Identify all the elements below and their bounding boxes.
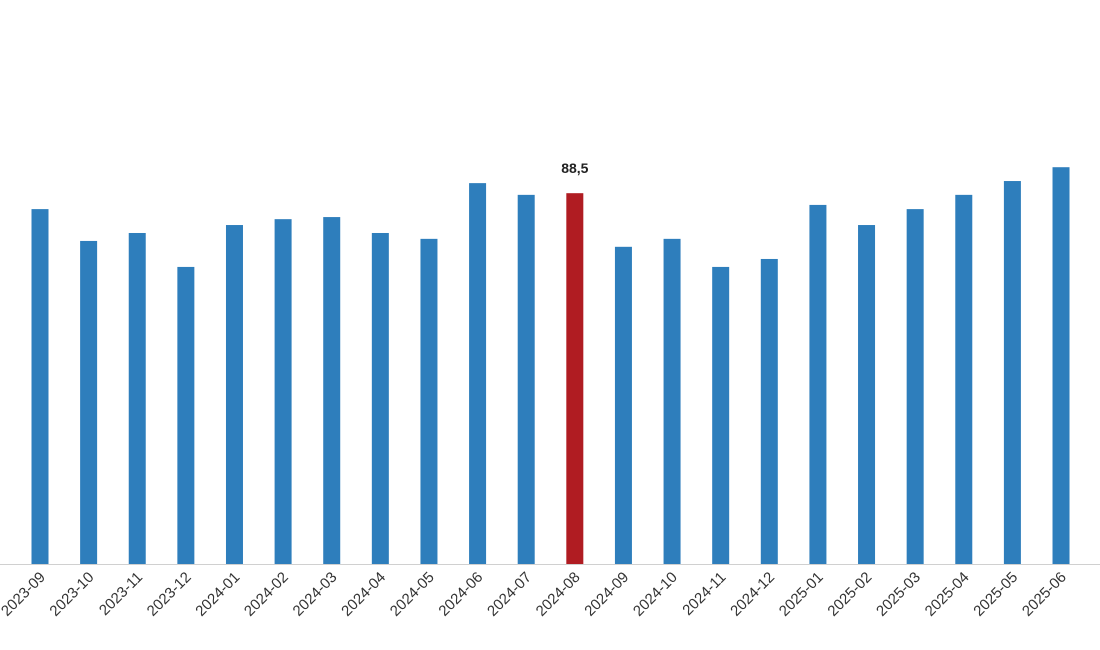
- bar: [323, 217, 341, 564]
- bar: [809, 204, 827, 565]
- bar: [1052, 167, 1070, 564]
- x-tick-label: 2025-05: [970, 569, 1021, 620]
- x-tick-label: 2025-04: [922, 569, 973, 620]
- x-tick-label: 2024-07: [484, 569, 535, 620]
- bar: [955, 194, 973, 564]
- x-tick-label: 2023-11: [96, 569, 146, 619]
- x-tick-label: 2024-01: [192, 569, 243, 620]
- x-tick-label: 2023-12: [144, 569, 195, 620]
- bar: [80, 240, 98, 565]
- x-tick-label: 2024-08: [533, 569, 584, 620]
- x-tick-label: 2024-06: [435, 569, 486, 620]
- bar: [566, 193, 584, 564]
- x-tick-label: 2023-10: [46, 569, 97, 620]
- x-tick-label: 2024-10: [630, 569, 681, 620]
- x-tick-label: 2024-04: [338, 569, 389, 620]
- bar: [177, 266, 195, 564]
- x-tick-label: 2024-12: [727, 569, 778, 620]
- bar: [858, 225, 876, 565]
- x-tick-label: 2025-02: [824, 569, 875, 620]
- x-tick-label: 2024-11: [679, 569, 729, 619]
- x-tick-label: 2024-09: [581, 569, 632, 620]
- value-label: 88,5: [561, 160, 588, 176]
- x-tick-label: 2024-03: [290, 569, 341, 620]
- bar: [517, 194, 535, 564]
- bar: [420, 238, 438, 564]
- bar: [128, 232, 146, 565]
- bar: [1003, 181, 1021, 564]
- bar: [469, 183, 487, 564]
- x-tick-label: 2025-03: [873, 569, 924, 620]
- bar: [225, 225, 243, 565]
- bar: [274, 219, 292, 564]
- x-tick-label: 2024-05: [387, 569, 438, 620]
- bar: [614, 246, 632, 564]
- bar: [712, 266, 730, 564]
- bar: [31, 209, 49, 564]
- x-tick-label: 2025-01: [776, 569, 827, 620]
- x-tick-label: 2023-09: [0, 569, 49, 620]
- bar: [371, 232, 389, 565]
- bar: [906, 209, 924, 564]
- bar: [760, 258, 778, 564]
- x-tick-label: 2025-06: [1019, 569, 1070, 620]
- bar: [663, 238, 681, 564]
- x-tick-label: 2024-02: [241, 569, 292, 620]
